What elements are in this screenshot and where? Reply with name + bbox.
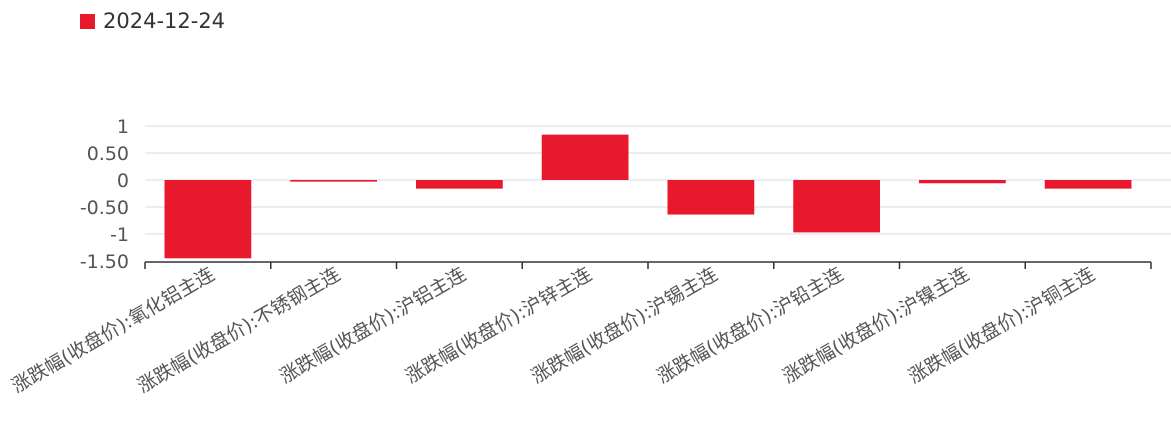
legend-swatch: [80, 13, 95, 29]
gridlines: [145, 125, 1171, 235]
y-tick-label: -1: [110, 224, 129, 246]
chart-legend[interactable]: 2024-12-24: [80, 9, 225, 33]
legend-label: 2024-12-24: [103, 9, 226, 33]
x-axis: [144, 261, 1152, 269]
bar[interactable]: [793, 180, 881, 233]
bars: [164, 134, 1132, 259]
y-tick-label: 0: [117, 170, 129, 192]
bar[interactable]: [667, 180, 755, 215]
y-tick-label: -0.50: [80, 197, 129, 219]
category-label: 涨跌幅(收盘价):氧化铝主连: [8, 263, 218, 397]
category-labels: 涨跌幅(收盘价):氧化铝主连涨跌幅(收盘价):不锈钢主连涨跌幅(收盘价):沪铝主…: [8, 263, 1099, 397]
bar[interactable]: [541, 134, 629, 180]
bar[interactable]: [415, 180, 503, 189]
y-tick-label: 0.50: [87, 143, 129, 165]
bar[interactable]: [1044, 180, 1132, 189]
bar[interactable]: [290, 180, 378, 182]
y-axis-labels: 1 0.50 0 -0.50 -1 -1.50: [80, 116, 129, 273]
bar[interactable]: [918, 180, 1006, 184]
category-label: 涨跌幅(收盘价):不锈钢主连: [134, 263, 344, 397]
bar[interactable]: [164, 180, 252, 259]
y-tick-label: 1: [117, 116, 129, 138]
y-tick-label: -1.50: [80, 251, 129, 273]
